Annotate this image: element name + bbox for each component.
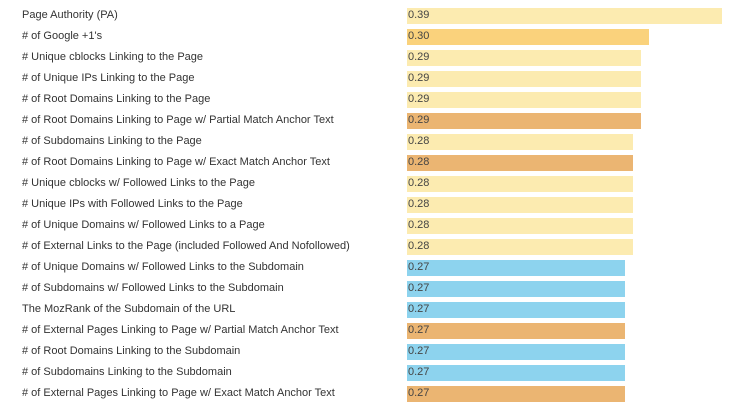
bar xyxy=(407,281,625,297)
bar xyxy=(407,386,625,402)
bar-row: # of Subdomains Linking to the Page 0.28 xyxy=(0,131,741,152)
bar xyxy=(407,344,625,360)
category-label: # of External Pages Linking to Page w/ E… xyxy=(22,387,335,399)
value-label: 0.28 xyxy=(408,240,430,252)
category-label: # of External Pages Linking to Page w/ P… xyxy=(22,324,339,336)
value-label: 0.27 xyxy=(408,366,430,378)
category-label: # Unique cblocks Linking to the Page xyxy=(22,51,204,63)
value-label: 0.27 xyxy=(408,303,430,315)
value-label: 0.27 xyxy=(408,345,430,357)
category-label: # of Root Domains Linking to the Subdoma… xyxy=(22,345,241,357)
category-label: # of Root Domains Linking to Page w/ Exa… xyxy=(22,156,330,168)
value-label: 0.29 xyxy=(408,72,430,84)
category-label: The MozRank of the Subdomain of the URL xyxy=(22,303,236,315)
value-label: 0.29 xyxy=(408,114,430,126)
value-label: 0.28 xyxy=(408,177,430,189)
bar-row: # of External Pages Linking to Page w/ P… xyxy=(0,320,741,341)
value-label: 0.28 xyxy=(408,135,430,147)
bar xyxy=(407,239,633,255)
category-label: # of Subdomains Linking to the Page xyxy=(22,135,202,147)
category-label: # of External Links to the Page (include… xyxy=(22,240,350,252)
bar xyxy=(407,50,641,66)
bar xyxy=(407,302,625,318)
value-label: 0.29 xyxy=(408,93,430,105)
bar xyxy=(407,92,641,108)
category-label: # of Google +1's xyxy=(22,30,103,42)
bar-row: # of Root Domains Linking to Page w/ Par… xyxy=(0,110,741,131)
bar xyxy=(407,218,633,234)
category-label: # of Subdomains Linking to the Subdomain xyxy=(22,366,232,378)
bar-row: # of Unique Domains w/ Followed Links to… xyxy=(0,257,741,278)
value-label: 0.30 xyxy=(408,30,430,42)
value-label: 0.28 xyxy=(408,156,430,168)
category-label: # Unique cblocks w/ Followed Links to th… xyxy=(22,177,255,189)
bar-row: # of Root Domains Linking to the Page 0.2… xyxy=(0,89,741,110)
bar-row: # Unique cblocks Linking to the Page 0.29 xyxy=(0,47,741,68)
category-label: # of Root Domains Linking to Page w/ Par… xyxy=(22,114,334,126)
category-label: # of Unique Domains w/ Followed Links to… xyxy=(22,261,304,273)
bar xyxy=(407,71,641,87)
category-label: # of Unique IPs Linking to the Page xyxy=(22,72,195,84)
value-label: 0.28 xyxy=(408,198,430,210)
bar xyxy=(407,365,625,381)
value-label: 0.28 xyxy=(408,219,430,231)
value-label: 0.39 xyxy=(408,9,430,21)
value-label: 0.29 xyxy=(408,51,430,63)
category-label: Page Authority (PA) xyxy=(22,9,118,21)
category-label: # of Root Domains Linking to the Page xyxy=(22,93,211,105)
bar-row: # Unique cblocks w/ Followed Links to th… xyxy=(0,173,741,194)
bar-row: The MozRank of the Subdomain of the URL 0… xyxy=(0,299,741,320)
bar xyxy=(407,29,649,45)
bar xyxy=(407,323,625,339)
category-label: # of Unique Domains w/ Followed Links to… xyxy=(22,219,265,231)
bar xyxy=(407,8,722,24)
bar xyxy=(407,260,625,276)
bar-row: # of Subdomains Linking to the Subdomain… xyxy=(0,362,741,383)
bar-row: # of Root Domains Linking to Page w/ Exa… xyxy=(0,152,741,173)
bar xyxy=(407,113,641,129)
bar-row: # of Unique Domains w/ Followed Links to… xyxy=(0,215,741,236)
bar xyxy=(407,176,633,192)
bar-row: # of Google +1's 0.30 xyxy=(0,26,741,47)
bar xyxy=(407,134,633,150)
bar-row: # of Subdomains w/ Followed Links to the… xyxy=(0,278,741,299)
category-label: # Unique IPs with Followed Links to the … xyxy=(22,198,243,210)
bar-row: # of External Links to the Page (include… xyxy=(0,236,741,257)
bar-row: # of Unique IPs Linking to the Page 0.29 xyxy=(0,68,741,89)
bar xyxy=(407,155,633,171)
bar-row: # of External Pages Linking to Page w/ E… xyxy=(0,383,741,404)
bar-row: Page Authority (PA) 0.39 xyxy=(0,5,741,26)
bar-row: # Unique IPs with Followed Links to the … xyxy=(0,194,741,215)
bar xyxy=(407,197,633,213)
value-label: 0.27 xyxy=(408,261,430,273)
value-label: 0.27 xyxy=(408,387,430,399)
value-label: 0.27 xyxy=(408,324,430,336)
category-label: # of Subdomains w/ Followed Links to the… xyxy=(22,282,284,294)
value-label: 0.27 xyxy=(408,282,430,294)
bar-row: # of Root Domains Linking to the Subdoma… xyxy=(0,341,741,362)
